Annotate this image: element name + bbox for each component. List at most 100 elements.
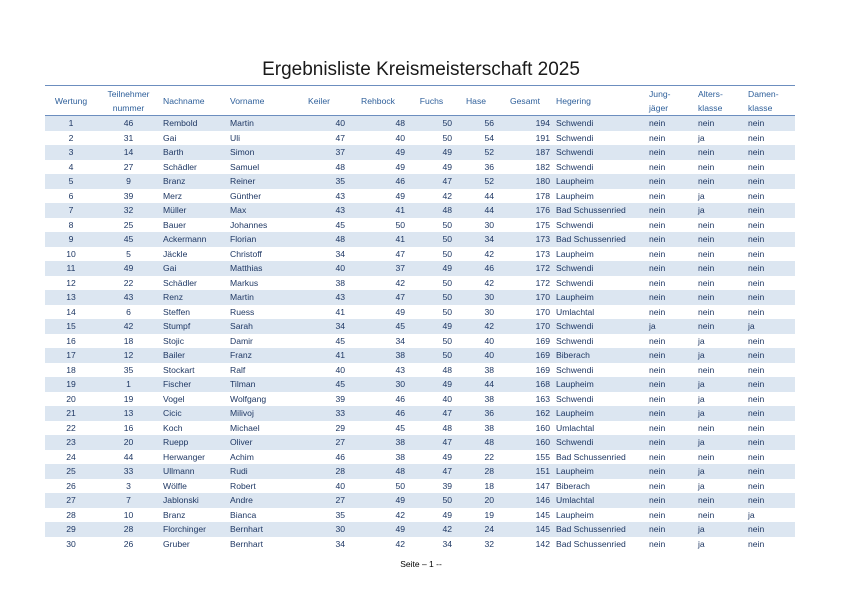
table-cell: 42 (395, 277, 405, 288)
table-cell: 45 (335, 219, 345, 230)
table-cell: 173 (535, 248, 550, 259)
table-cell: Steffen (163, 306, 191, 317)
table-cell: 45 (335, 335, 345, 346)
table-cell: ja (695, 377, 745, 392)
table-cell: nein (646, 464, 695, 479)
table-cell: 38 (484, 364, 494, 375)
table-cell: 49 (408, 319, 455, 334)
table-cell: 26 (123, 538, 134, 549)
table-cell: Rembold (160, 115, 227, 131)
table-cell: Biberach (556, 480, 590, 491)
table-cell: 50 (395, 219, 405, 230)
table-cell: nein (649, 277, 666, 288)
table-cell: nein (649, 248, 666, 259)
table-cell: nein (698, 161, 715, 172)
table-cell: 41 (290, 348, 348, 363)
table-cell: 39 (442, 480, 452, 491)
table-cell: nein (745, 115, 795, 131)
table-cell: 142 (535, 538, 550, 549)
table-cell: 45 (395, 422, 405, 433)
table-cell: 52 (455, 145, 497, 160)
table-cell: nein (646, 232, 695, 247)
table-cell: nein (649, 190, 666, 201)
table-cell: 34 (290, 319, 348, 334)
table-cell: 176 (497, 203, 553, 218)
table-cell: Ruepp (160, 435, 227, 450)
table-cell: nein (695, 261, 745, 276)
table-cell: Sarah (227, 319, 290, 334)
column-header: Fuchs (408, 85, 455, 116)
table-cell: nein (748, 335, 765, 346)
table-cell: 13 (45, 290, 97, 305)
table-cell: 49 (348, 522, 408, 537)
table-cell: Ullmann (160, 464, 227, 479)
table-cell: nein (748, 161, 765, 172)
table-cell: 29 (335, 422, 345, 433)
table-cell: 38 (484, 393, 494, 404)
table-cell: Bernhart (230, 538, 263, 549)
table-cell: 50 (442, 132, 452, 143)
table-cell: 50 (408, 493, 455, 508)
table-cell: 170 (497, 319, 553, 334)
table-cell: 42 (395, 538, 405, 549)
table-cell: 50 (442, 335, 452, 346)
table-row: 6 39 Merz Günther 43 49 42 44 178 Laupheim nein ja n… (45, 189, 795, 204)
table-cell: Cicic (160, 406, 227, 421)
table-cell: 50 (408, 290, 455, 305)
table-cell: 10 (123, 509, 134, 520)
table-cell: 5 (45, 174, 97, 189)
table-cell: nein (646, 261, 695, 276)
table-cell: 37 (290, 145, 348, 160)
table-cell: 23 (45, 435, 97, 450)
table-cell: 48 (408, 203, 455, 218)
table-cell: Schwendi (556, 364, 594, 375)
table-cell: nein (745, 145, 795, 160)
table-cell: 50 (408, 348, 455, 363)
table-cell: 46 (455, 261, 497, 276)
table-cell: Robert (230, 480, 256, 491)
column-header: Nachname (160, 85, 227, 116)
table-cell: Milivoj (227, 406, 290, 421)
table-cell: 42 (484, 277, 494, 288)
table-cell: 13 (97, 406, 160, 421)
table-cell: 19 (45, 377, 97, 392)
table-cell: ja (695, 348, 745, 363)
table-cell: 41 (335, 306, 345, 317)
table-cell: 30 (484, 306, 494, 317)
table-cell: Christoff (230, 248, 262, 259)
table-cell: nein (745, 261, 795, 276)
table-cell: Barth (160, 145, 227, 160)
table-cell: 160 (497, 435, 553, 450)
table-cell: nein (748, 538, 765, 549)
table-cell: Michael (230, 422, 260, 433)
results-table: Wertung Teilnehmer nummer Nachname Vorname K… (45, 85, 795, 551)
table-cell: 47 (348, 290, 408, 305)
table-cell: ja (748, 509, 755, 520)
table-cell: 30 (348, 377, 408, 392)
table-cell: 32 (484, 538, 494, 549)
table-cell: 42 (442, 190, 452, 201)
table-row: 10 5 Jäckle Christoff 34 47 50 42 173 Laupheim nei… (45, 247, 795, 262)
table-cell: 29 (45, 522, 97, 537)
table-cell: 24 (66, 451, 76, 462)
table-cell: nein (698, 451, 715, 462)
table-cell: nein (695, 115, 745, 131)
table-cell: 33 (290, 406, 348, 421)
table-cell: 40 (290, 261, 348, 276)
table-cell: Max (227, 203, 290, 218)
table-cell: Stockart (163, 364, 195, 375)
table-cell: ja (698, 132, 705, 143)
table-cell: 49 (395, 190, 405, 201)
table-cell: Koch (163, 422, 183, 433)
table-cell: 38 (335, 277, 345, 288)
table-cell: ja (646, 319, 695, 334)
table-cell: 39 (335, 393, 345, 404)
table-cell: 45 (97, 232, 160, 247)
table-cell: 41 (348, 232, 408, 247)
column-header: Wertung (45, 85, 97, 116)
table-cell: 49 (408, 377, 455, 392)
column-header: Vorname (227, 85, 290, 116)
table-cell: 38 (348, 348, 408, 363)
table-cell: nein (748, 451, 765, 462)
table-cell: nein (745, 493, 795, 508)
